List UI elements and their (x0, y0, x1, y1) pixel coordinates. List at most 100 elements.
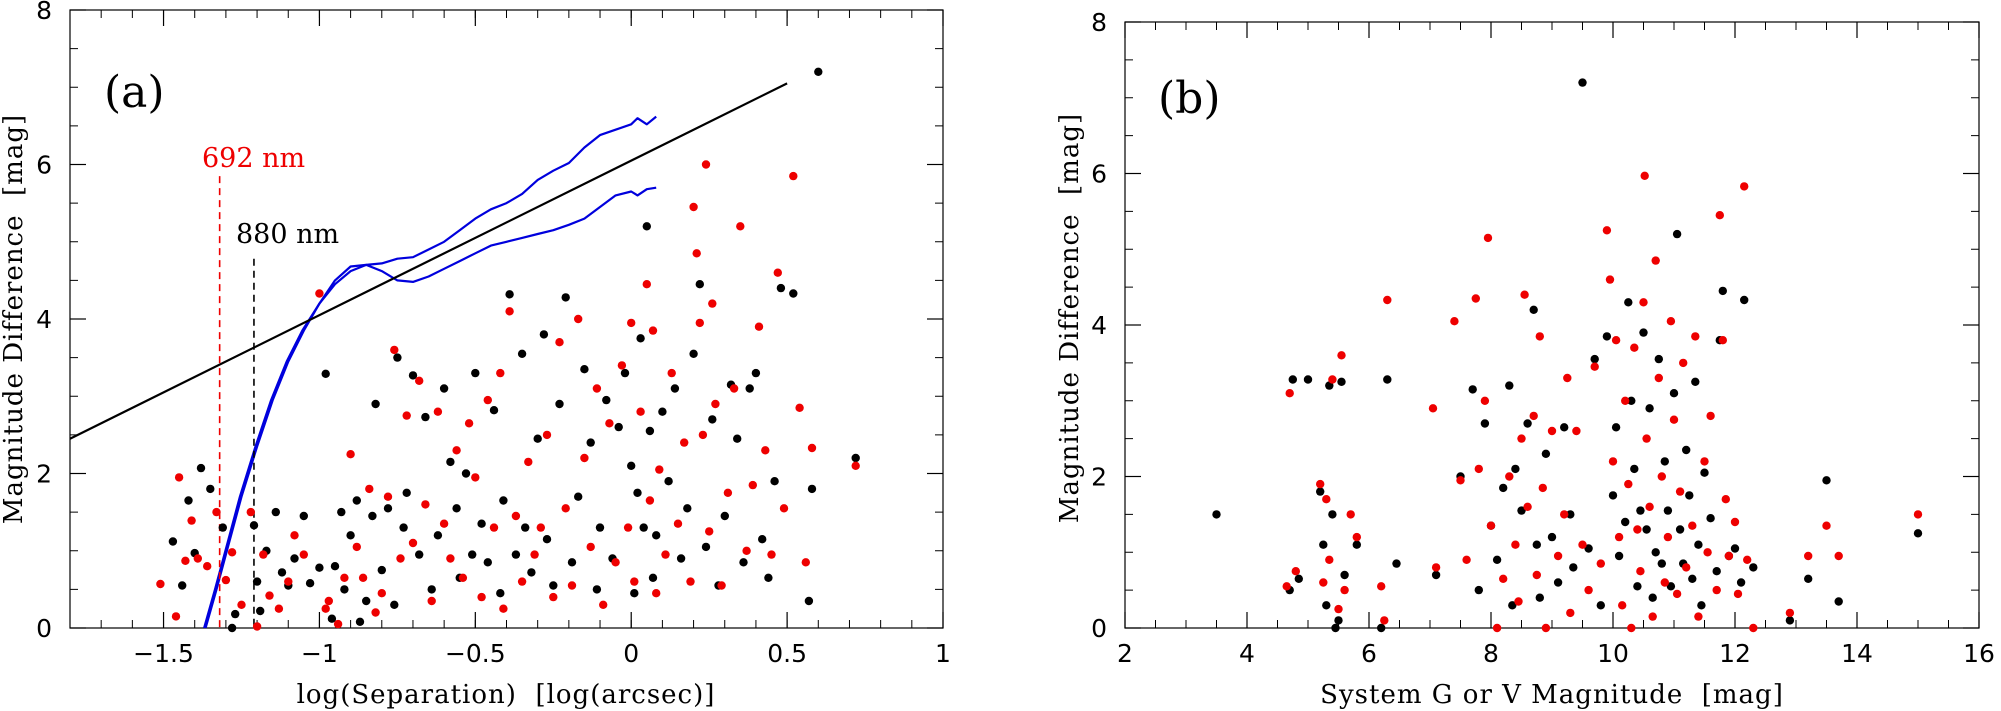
data-point-red (1657, 472, 1667, 481)
data-point-black (1608, 491, 1618, 500)
data-point-black (256, 606, 265, 616)
data-point-black (1740, 295, 1749, 305)
data-point-black (1706, 514, 1715, 523)
data-point-black (1663, 506, 1673, 515)
data-point-black (168, 537, 178, 546)
data-point-black (1505, 381, 1514, 390)
data-point-red (705, 527, 714, 536)
data-point-red (396, 554, 405, 563)
axis-ticks-a: −1.5 −1 −0.5 0 0.5 1 0 2 4 6 8 (36, 0, 951, 668)
data-point-red (1377, 582, 1386, 591)
data-point-red (1633, 525, 1642, 534)
data-point-black (1328, 510, 1337, 519)
data-point-black (580, 365, 589, 374)
data-point-black (439, 384, 449, 393)
data-point-black (789, 289, 798, 298)
data-point-black (390, 600, 399, 609)
data-point-red (1380, 616, 1389, 625)
data-point-black (305, 579, 315, 588)
data-point-black (337, 507, 346, 517)
data-point-black (1492, 555, 1502, 564)
data-point-red (701, 160, 711, 169)
data-point-red (1822, 521, 1831, 530)
data-point-black (1553, 578, 1563, 587)
data-point-black (764, 573, 773, 582)
data-point-black (758, 535, 767, 544)
data-point-red (680, 438, 689, 447)
data-point-red (156, 579, 165, 589)
data-point-black (1700, 468, 1709, 477)
data-point-red (1316, 479, 1325, 489)
data-point-red (695, 318, 704, 328)
data-point-red (748, 480, 757, 490)
data-point-red (1547, 426, 1557, 436)
data-point-red (767, 550, 776, 559)
data-point-red (1325, 555, 1334, 564)
data-point-red (789, 171, 798, 181)
data-point-red (642, 280, 651, 289)
data-point-red (1511, 540, 1520, 549)
data-point-red (181, 556, 190, 565)
data-point-black (1636, 506, 1645, 515)
data-point-black (461, 469, 471, 478)
data-point-black (664, 477, 673, 486)
data-point-red (1618, 601, 1627, 610)
data-point-black (533, 434, 542, 443)
data-point-red (1520, 290, 1529, 299)
data-point-red (1514, 597, 1523, 606)
contrast-curve-lower (203, 186, 657, 629)
data-point-black (452, 504, 461, 513)
data-point-red (580, 453, 589, 463)
data-point-red (259, 550, 268, 559)
data-point-black (695, 280, 704, 289)
data-point-red (851, 461, 860, 470)
data-point-black (299, 511, 308, 521)
y-tick-label: 6 (1091, 160, 1107, 189)
data-point-red (1660, 578, 1670, 587)
data-point-red (1730, 517, 1740, 527)
data-point-black (770, 477, 779, 486)
data-point-black (178, 581, 187, 590)
data-point-red (1694, 612, 1703, 621)
data-point-red (708, 299, 717, 308)
data-point-red (661, 550, 670, 559)
data-point-red (499, 604, 508, 613)
data-point-black (602, 395, 611, 405)
data-point-black (595, 523, 605, 532)
data-point-red (1721, 495, 1731, 504)
data-point-red (795, 403, 804, 412)
data-point-red (1538, 483, 1548, 493)
data-point-red (1334, 604, 1343, 614)
data-point-red (390, 345, 399, 355)
data-point-black (1697, 601, 1706, 610)
data-point-red (1749, 623, 1758, 633)
data-point-red (321, 604, 330, 613)
data-point-red (1505, 472, 1514, 481)
data-point-black (362, 596, 371, 606)
data-point-red (237, 600, 246, 609)
data-point-red (1529, 411, 1538, 421)
data-point-black (630, 589, 639, 598)
data-point-red (1492, 623, 1502, 633)
data-point-red (723, 488, 733, 497)
data-point-red (446, 554, 455, 563)
data-point-black (377, 565, 386, 575)
data-point-red (458, 573, 468, 582)
data-point-red (592, 384, 602, 393)
data-point-red (1642, 434, 1651, 443)
x-tick-label: 6 (1361, 639, 1377, 668)
data-point-red (773, 268, 782, 277)
data-point-black (1645, 404, 1654, 413)
data-point-red (673, 519, 683, 528)
data-point-black (1834, 597, 1843, 606)
panel-label-b: (b) (1158, 73, 1221, 124)
data-point-black (1688, 574, 1697, 583)
data-point-red (779, 504, 789, 513)
data-point-red (1383, 295, 1392, 305)
data-point-red (203, 562, 212, 571)
data-point-red (636, 407, 645, 416)
data-point-black (505, 290, 514, 299)
data-point-black (1633, 582, 1642, 591)
x-tick-label: 4 (1239, 639, 1255, 668)
data-point-black (1718, 286, 1728, 296)
